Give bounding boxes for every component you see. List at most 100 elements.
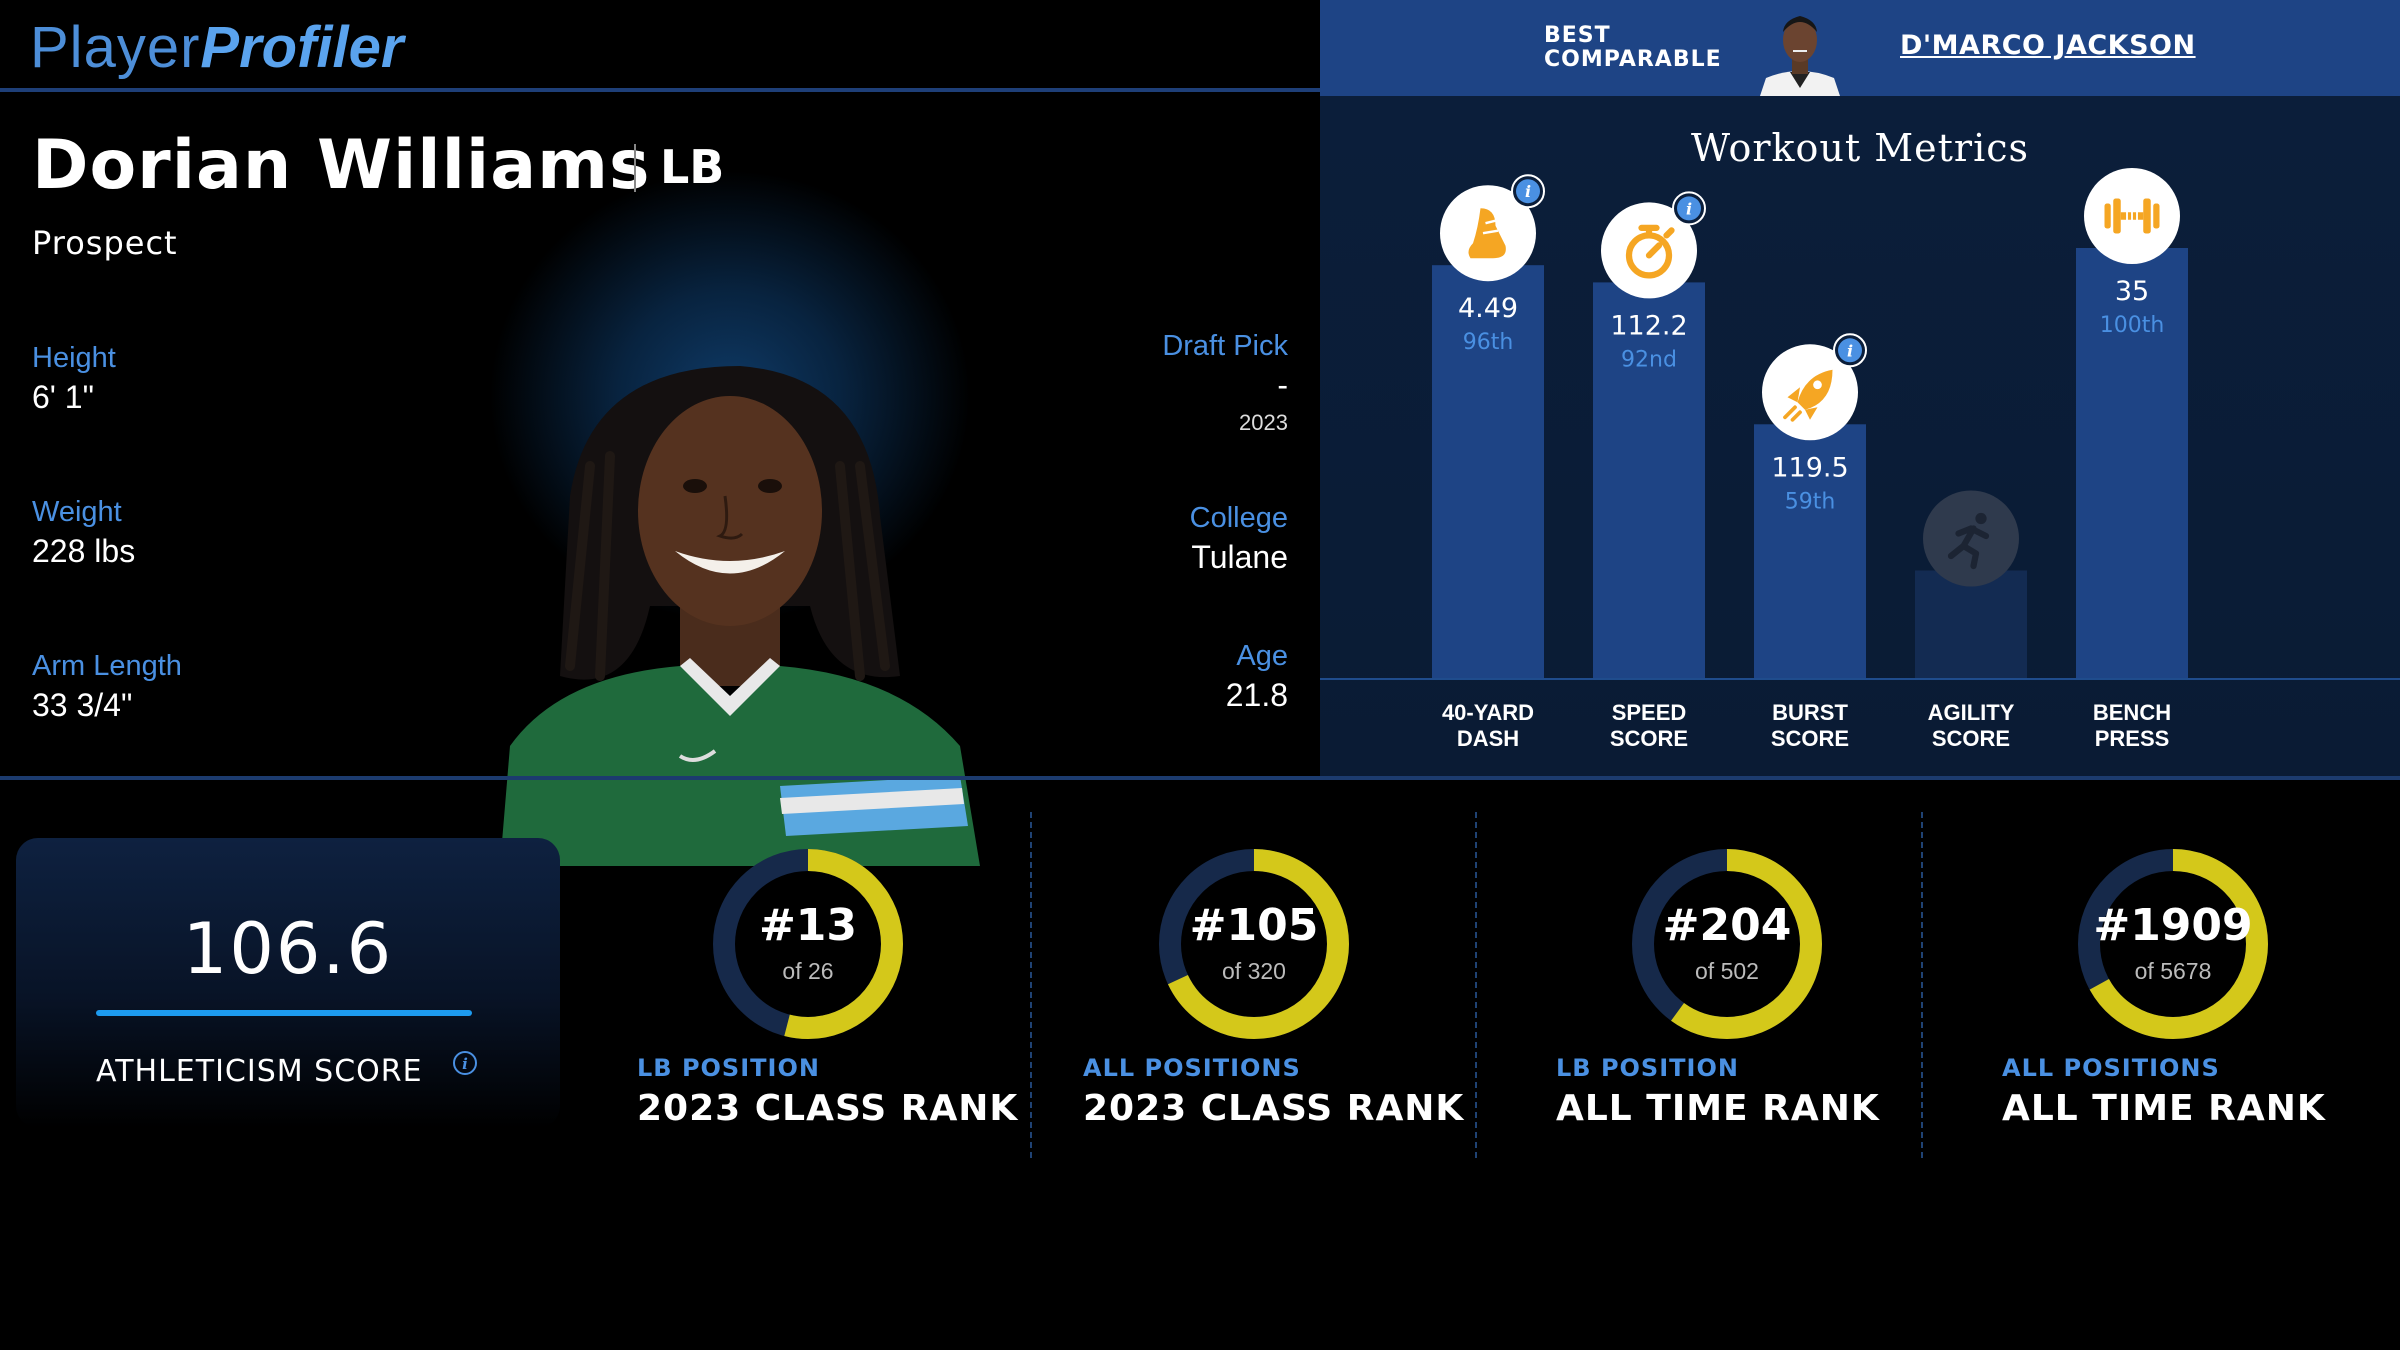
rank-title: 2023 CLASS RANK bbox=[1083, 1088, 1465, 1129]
rank-ring-fill bbox=[2078, 849, 2268, 1039]
rank-category: LB POSITION bbox=[1556, 1054, 1739, 1082]
rank-total: of 502 bbox=[1695, 958, 1759, 984]
rank-card-all-class: #105 of 320 ALL POSITIONS 2023 CLASS RAN… bbox=[1083, 838, 1503, 1138]
chart-baseline bbox=[1320, 678, 2400, 680]
rocket-icon bbox=[1783, 369, 1833, 422]
athleticism-score-label: ATHLETICISM SCORE bbox=[96, 1054, 423, 1089]
height-stat: Height 6' 1" bbox=[32, 342, 116, 416]
college-label: College bbox=[1189, 502, 1288, 534]
age-value: 21.8 bbox=[1225, 677, 1288, 713]
metric-label: BURST bbox=[1772, 700, 1848, 725]
metric-percentile: 100th bbox=[2100, 313, 2165, 338]
best-comparable-label: BEST COMPARABLE bbox=[1544, 23, 1722, 72]
metric-label: AGILITY bbox=[1928, 700, 2015, 725]
rank-title: ALL TIME RANK bbox=[1556, 1088, 1880, 1129]
rank-ring-fill bbox=[713, 849, 903, 1039]
logo-text-profiler: Profiler bbox=[200, 15, 404, 80]
rank-category: ALL POSITIONS bbox=[2002, 1054, 2220, 1082]
metric-value: 35 bbox=[2115, 276, 2149, 307]
metric-label: DASH bbox=[1457, 726, 1519, 751]
runner-icon bbox=[1947, 512, 1990, 570]
college-value: Tulane bbox=[1191, 539, 1288, 575]
metric-percentile: 96th bbox=[1463, 330, 1514, 355]
stopwatch-icon bbox=[1625, 224, 1675, 279]
arm-length-label: Arm Length bbox=[32, 650, 182, 682]
metric-label: 40-YARD bbox=[1442, 700, 1534, 725]
metric-icon-badge bbox=[1762, 344, 1858, 441]
info-icon[interactable]: i bbox=[1672, 191, 1706, 226]
weight-value: 228 lbs bbox=[32, 533, 136, 569]
arm-length-stat: Arm Length 33 3/4" bbox=[32, 650, 182, 724]
age-stat: Age 21.8 bbox=[1226, 640, 1288, 714]
rank-total: of 26 bbox=[782, 958, 834, 984]
draft-pick-value: - bbox=[1277, 367, 1288, 403]
rank-category: LB POSITION bbox=[637, 1054, 820, 1082]
rank-number: #204 bbox=[1662, 900, 1792, 951]
name-divider bbox=[634, 144, 636, 192]
rank-card-lb-class: #13 of 26 LB POSITION 2023 CLASS RANK bbox=[637, 838, 1057, 1138]
metric-value: 4.49 bbox=[1458, 293, 1518, 324]
athleticism-score-card: 106.6 ATHLETICISM SCORE i bbox=[16, 838, 560, 1128]
rank-title: ALL TIME RANK bbox=[2002, 1088, 2326, 1129]
metric-bar bbox=[1432, 265, 1544, 678]
rank-category: ALL POSITIONS bbox=[1083, 1054, 1301, 1082]
svg-text:i: i bbox=[1847, 341, 1853, 360]
comparable-player-link[interactable]: D'MARCO JACKSON bbox=[1900, 30, 2196, 61]
height-label: Height bbox=[32, 342, 116, 374]
rank-ring bbox=[2078, 849, 2268, 1039]
rank-divider bbox=[1475, 812, 1477, 1158]
svg-text:i: i bbox=[1686, 199, 1692, 218]
rank-number: #1909 bbox=[2093, 900, 2253, 951]
metric-icon-badge bbox=[1923, 490, 2019, 587]
info-icon[interactable]: i bbox=[452, 1050, 478, 1076]
logo-text-player: Player bbox=[30, 15, 201, 80]
metric-icon-badge bbox=[1601, 202, 1697, 299]
weight-stat: Weight 228 lbs bbox=[32, 496, 135, 570]
metric-icon-badge bbox=[2084, 168, 2180, 264]
athleticism-score-value: 106.6 bbox=[182, 908, 394, 990]
rank-total: of 5678 bbox=[2134, 958, 2212, 984]
metric-label: PRESS bbox=[2095, 726, 2170, 751]
rank-card-lb-alltime: #204 of 502 LB POSITION ALL TIME RANK bbox=[1556, 838, 1976, 1138]
svg-text:i: i bbox=[1525, 182, 1531, 201]
workout-metrics-title: Workout Metrics bbox=[1690, 126, 2030, 170]
info-icon[interactable]: i bbox=[1511, 174, 1545, 209]
metric-bar bbox=[1754, 424, 1866, 678]
workout-metrics-chart: i4.4996th40-YARDDASHi112.292ndSPEEDSCORE… bbox=[1432, 168, 2188, 751]
metric-label: SCORE bbox=[1771, 726, 1849, 751]
metric-icon-badge bbox=[1440, 185, 1536, 282]
draft-year: 2023 bbox=[1239, 410, 1288, 435]
metric-value: 112.2 bbox=[1610, 310, 1687, 341]
player-position: LB bbox=[660, 140, 725, 194]
player-profile-panel: Dorian Williams LB Prospect Height 6' 1"… bbox=[0, 96, 1320, 866]
metric-percentile: 92nd bbox=[1621, 347, 1677, 372]
player-name: Dorian Williams bbox=[32, 126, 651, 205]
top-bar: PlayerProfiler bbox=[0, 0, 1320, 92]
age-label: Age bbox=[1236, 640, 1288, 672]
svg-text:i: i bbox=[462, 1055, 468, 1073]
player-headshot bbox=[480, 346, 980, 866]
athleticism-score-bar bbox=[96, 1010, 472, 1016]
metric-bar bbox=[1915, 570, 2027, 678]
metric-percentile: 59th bbox=[1785, 489, 1836, 514]
comparable-player-photo bbox=[1760, 6, 1840, 96]
arm-length-value: 33 3/4" bbox=[32, 687, 133, 723]
playerprofiler-logo[interactable]: PlayerProfiler bbox=[30, 12, 403, 83]
rank-ring bbox=[1159, 849, 1349, 1039]
metric-label: SCORE bbox=[1932, 726, 2010, 751]
workout-metrics-panel: Workout Metrics i 4.49 96th 40-YARD DASH i 112… bbox=[1320, 96, 2400, 776]
rank-title: 2023 CLASS RANK bbox=[637, 1088, 1019, 1129]
draft-pick-stat: Draft Pick - 2023 bbox=[1162, 330, 1288, 436]
section-divider bbox=[0, 776, 2400, 780]
shoe-icon bbox=[1468, 208, 1506, 259]
info-icon[interactable]: i bbox=[1833, 333, 1867, 368]
metric-label: SPEED bbox=[1612, 700, 1687, 725]
metric-label: SCORE bbox=[1610, 726, 1688, 751]
rank-card-all-alltime: #1909 of 5678 ALL POSITIONS ALL TIME RAN… bbox=[2002, 838, 2400, 1138]
rank-number: #13 bbox=[758, 900, 858, 951]
metric-bar bbox=[1593, 282, 1705, 678]
rank-ring bbox=[1632, 849, 1822, 1039]
rank-total: of 320 bbox=[1222, 958, 1286, 984]
rank-divider bbox=[1030, 812, 1032, 1158]
rank-ring bbox=[713, 849, 903, 1039]
